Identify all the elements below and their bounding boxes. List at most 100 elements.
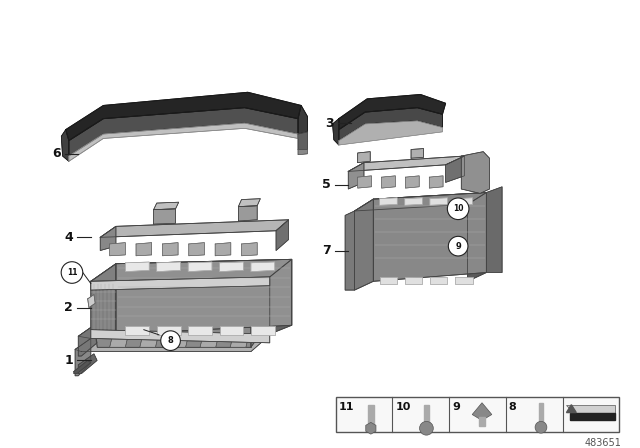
Circle shape: [447, 198, 469, 220]
Polygon shape: [455, 198, 472, 205]
Polygon shape: [69, 123, 298, 161]
Polygon shape: [109, 243, 125, 256]
Text: 1: 1: [65, 354, 73, 367]
Polygon shape: [339, 95, 445, 129]
Polygon shape: [345, 211, 355, 290]
Polygon shape: [78, 325, 267, 338]
Polygon shape: [358, 151, 370, 163]
Polygon shape: [339, 121, 442, 145]
Circle shape: [420, 422, 433, 435]
Polygon shape: [405, 176, 419, 188]
Polygon shape: [230, 334, 249, 347]
Polygon shape: [100, 226, 116, 250]
Polygon shape: [116, 259, 292, 334]
Polygon shape: [61, 129, 69, 161]
Text: 11: 11: [67, 268, 77, 277]
Bar: [336, 397, 620, 432]
Text: 483651: 483651: [584, 438, 621, 448]
Polygon shape: [75, 338, 91, 376]
Polygon shape: [348, 156, 465, 172]
Circle shape: [535, 422, 547, 433]
Polygon shape: [88, 294, 95, 308]
Text: 11: 11: [339, 402, 354, 412]
Polygon shape: [461, 151, 490, 194]
Polygon shape: [251, 326, 275, 335]
Polygon shape: [154, 209, 175, 224]
Polygon shape: [91, 259, 292, 281]
Polygon shape: [373, 193, 486, 281]
Polygon shape: [157, 262, 180, 271]
Circle shape: [161, 331, 180, 350]
Polygon shape: [163, 243, 178, 256]
Polygon shape: [424, 405, 429, 424]
Polygon shape: [381, 176, 396, 188]
Polygon shape: [66, 92, 301, 141]
Polygon shape: [358, 176, 371, 188]
Polygon shape: [91, 330, 270, 343]
Polygon shape: [75, 338, 264, 352]
Polygon shape: [69, 108, 298, 158]
Polygon shape: [91, 277, 270, 290]
Polygon shape: [429, 176, 443, 188]
Polygon shape: [74, 361, 91, 374]
Text: 3: 3: [325, 116, 333, 129]
Polygon shape: [455, 277, 472, 284]
Polygon shape: [380, 277, 397, 284]
Polygon shape: [566, 405, 576, 413]
Polygon shape: [355, 199, 373, 290]
Polygon shape: [355, 193, 486, 211]
Polygon shape: [404, 277, 422, 284]
Circle shape: [449, 237, 468, 256]
Polygon shape: [188, 262, 212, 271]
Polygon shape: [380, 198, 397, 205]
Text: 10: 10: [453, 204, 463, 213]
Polygon shape: [339, 108, 442, 141]
Polygon shape: [404, 198, 422, 205]
Polygon shape: [430, 198, 447, 205]
Polygon shape: [157, 326, 180, 335]
Polygon shape: [270, 259, 292, 334]
Polygon shape: [430, 277, 447, 284]
Polygon shape: [220, 326, 243, 335]
Polygon shape: [486, 187, 502, 272]
Polygon shape: [251, 262, 275, 271]
Polygon shape: [220, 262, 243, 271]
Polygon shape: [238, 206, 257, 221]
Polygon shape: [368, 405, 374, 426]
Polygon shape: [411, 149, 424, 158]
Text: 2: 2: [65, 301, 73, 314]
Polygon shape: [109, 334, 129, 347]
Polygon shape: [445, 156, 465, 182]
Text: 5: 5: [322, 178, 331, 191]
Polygon shape: [348, 163, 364, 189]
Polygon shape: [298, 105, 307, 134]
Text: 8: 8: [509, 402, 516, 412]
Text: 9: 9: [452, 402, 460, 412]
Text: 7: 7: [322, 244, 331, 257]
Polygon shape: [78, 354, 97, 374]
Polygon shape: [189, 243, 204, 256]
Polygon shape: [251, 314, 270, 347]
Polygon shape: [94, 325, 251, 347]
Polygon shape: [538, 403, 543, 424]
Polygon shape: [170, 334, 189, 347]
Polygon shape: [154, 202, 179, 210]
Text: 8: 8: [168, 336, 173, 345]
Polygon shape: [125, 262, 149, 271]
Text: 9: 9: [455, 241, 461, 250]
Polygon shape: [472, 403, 492, 420]
Text: 6: 6: [52, 147, 61, 160]
Polygon shape: [100, 220, 289, 237]
Polygon shape: [200, 334, 219, 347]
Polygon shape: [298, 150, 307, 155]
Polygon shape: [140, 334, 159, 347]
Polygon shape: [566, 405, 615, 413]
Polygon shape: [365, 422, 376, 434]
Text: 4: 4: [65, 231, 73, 244]
Polygon shape: [91, 264, 116, 334]
Polygon shape: [479, 418, 485, 426]
Polygon shape: [570, 413, 615, 420]
Text: 10: 10: [396, 402, 411, 412]
Polygon shape: [215, 243, 231, 256]
Polygon shape: [298, 132, 307, 150]
